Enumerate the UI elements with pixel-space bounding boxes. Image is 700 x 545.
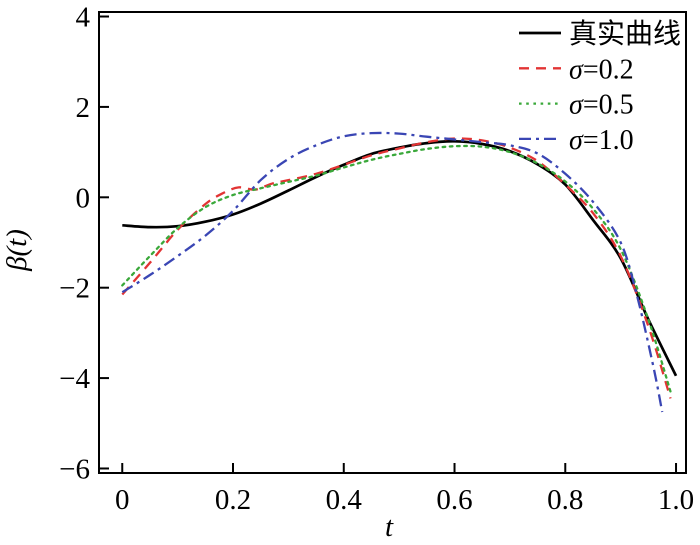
- y-tick-label: −6: [59, 453, 90, 485]
- legend-item-sigma-0-2: σ=0.2: [519, 54, 634, 85]
- y-tick-label: 4: [76, 2, 91, 34]
- x-tick-label: 1.0: [658, 484, 694, 516]
- curve-sigma-1-0: [121, 131, 664, 413]
- plot-frame: [98, 11, 687, 474]
- curve-sigma-0-5: [121, 144, 672, 393]
- legend-label: σ=1.0: [569, 125, 634, 156]
- legend-label: σ=0.2: [569, 54, 634, 85]
- legend-item-true-curve: 真实曲线: [519, 18, 681, 50]
- y-tick-label: −4: [59, 363, 90, 395]
- curve-sigma-0-2: [121, 137, 672, 399]
- x-tick-label: 0: [115, 484, 130, 516]
- legend-label: 真实曲线: [569, 18, 681, 50]
- legend-item-sigma-0-5: σ=0.5: [519, 90, 634, 121]
- x-tick-label: 0.8: [547, 484, 583, 516]
- legend-item-sigma-1-0: σ=1.0: [519, 125, 634, 156]
- y-tick-label: 2: [76, 92, 91, 124]
- x-tick-label: 0.6: [436, 484, 472, 516]
- y-axis-label: β(t): [1, 229, 33, 272]
- x-tick-label: 0.2: [215, 484, 251, 516]
- x-axis-label: t: [385, 511, 394, 543]
- legend-label: σ=0.5: [569, 90, 634, 121]
- y-tick-label: 0: [76, 182, 91, 214]
- curve-true-curve: [122, 139, 678, 377]
- x-tick-label: 0.4: [326, 484, 363, 516]
- y-tick-label: −2: [59, 273, 90, 305]
